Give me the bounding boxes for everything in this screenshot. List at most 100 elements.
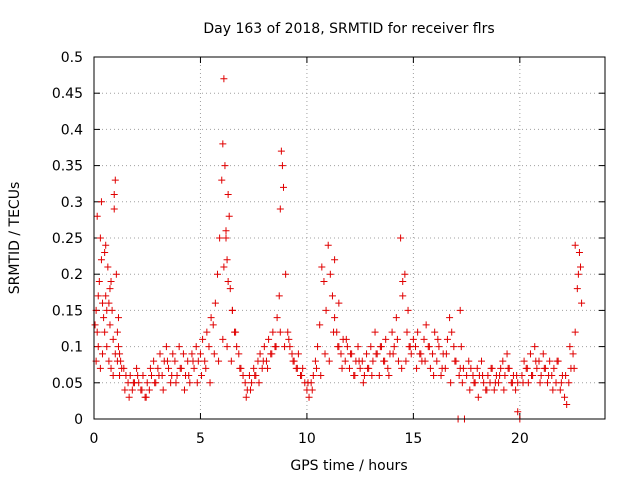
data-point [479,372,487,380]
data-point [224,191,232,199]
data-point [308,386,316,394]
data-point [110,205,118,213]
data-point [207,314,215,322]
x-tick-label: 10 [298,431,316,447]
data-point [138,386,146,394]
data-point [203,328,211,336]
data-point [467,364,475,372]
data-point [312,364,320,372]
data-point [97,256,105,264]
data-point [399,292,407,300]
data-point [316,321,324,329]
data-point [232,328,240,336]
data-point [536,379,544,387]
data-point [397,234,405,242]
data-point [99,350,107,358]
data-point [469,372,477,380]
data-point [562,372,570,380]
data-point [549,386,557,394]
data-point [221,162,229,170]
data-point [497,364,505,372]
y-tick-label: 0.3 [61,195,83,211]
data-point [190,364,198,372]
data-point [107,277,115,285]
data-point [103,343,111,351]
data-point [188,350,196,358]
data-point [259,357,267,365]
data-point [382,335,390,343]
data-point [196,350,204,358]
data-point [268,350,276,358]
data-point [483,386,491,394]
data-point [565,379,573,387]
data-point [143,379,151,387]
data-point [556,386,564,394]
x-axis-title: GPS time / hours [290,458,407,474]
data-point [571,328,579,336]
data-point [176,364,184,372]
data-point [500,386,508,394]
data-point [390,343,398,351]
x-tick-label: 20 [511,431,529,447]
data-point [96,364,104,372]
data-point [222,234,230,242]
data-point [121,386,129,394]
data-point [128,386,136,394]
data-point [269,328,277,336]
data-point [156,350,164,358]
data-point [172,379,180,387]
y-tick-label: 0.2 [61,267,83,283]
data-point [169,350,177,358]
data-point [404,306,412,314]
data-point [304,379,312,387]
data-point [371,328,379,336]
data-point [309,372,317,380]
chart-title: Day 163 of 2018, SRMTID for receiver flr… [203,21,494,37]
data-point [108,306,116,314]
data-point [106,285,114,293]
data-point [284,328,292,336]
data-point [154,364,162,372]
data-point [233,343,241,351]
data-point [134,372,142,380]
data-point [94,292,102,300]
data-point [218,176,226,184]
data-point [456,306,464,314]
data-point [573,285,581,293]
data-point [446,314,454,322]
data-point [318,263,326,271]
data-point [256,350,264,358]
data-point [162,343,170,351]
data-point [463,372,471,380]
data-point [328,292,336,300]
data-point [360,372,368,380]
data-point [96,234,104,242]
data-point [478,357,486,365]
data-point [246,386,254,394]
data-point [159,386,167,394]
data-point [571,241,579,249]
data-point [578,299,586,307]
data-point [443,335,451,343]
data-point [251,372,259,380]
data-point [526,350,534,358]
data-point [375,372,383,380]
data-point [225,212,233,220]
data-point [438,364,446,372]
data-point [347,350,355,358]
data-point [168,372,176,380]
data-point [518,372,526,380]
data-point [512,386,520,394]
data-point [236,364,244,372]
data-point [223,343,231,351]
data-point [325,357,333,365]
data-point [569,350,577,358]
data-point [142,393,150,401]
data-point [466,386,474,394]
data-point [219,140,227,148]
data-point [151,379,159,387]
data-point [430,372,438,380]
data-point [114,343,122,351]
data-point [389,350,397,358]
data-point [519,379,527,387]
